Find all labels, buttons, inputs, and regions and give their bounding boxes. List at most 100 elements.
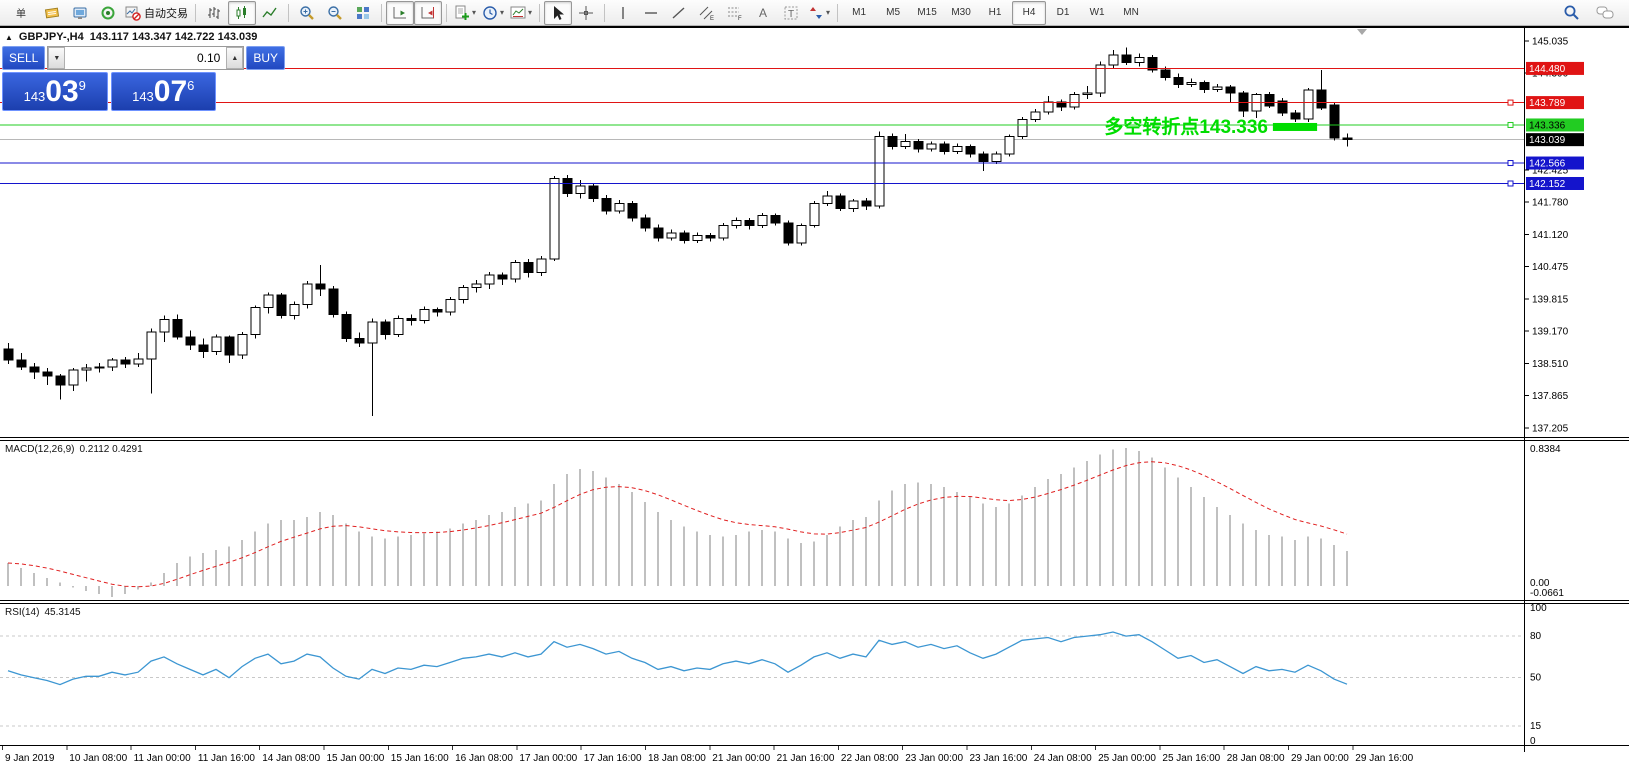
timeframe-m15-button[interactable]: M15: [910, 1, 944, 25]
volume-input[interactable]: [65, 47, 227, 69]
fibo-icon: F: [727, 5, 743, 21]
crosshair-button[interactable]: [572, 1, 600, 25]
magnifier-icon: [1563, 4, 1580, 21]
cursor-button[interactable]: [544, 0, 573, 25]
macd-label: MACD(12,26,9): [5, 444, 75, 455]
price-badge: [1526, 176, 1584, 190]
charts-list-button[interactable]: [38, 1, 66, 25]
arrows-button[interactable]: ▾: [805, 1, 833, 25]
timeframe-m5-button[interactable]: M5: [876, 1, 910, 25]
time-label: 14 Jan 08:00: [262, 753, 320, 764]
time-label: 10 Jan 08:00: [69, 753, 127, 764]
trendline-button[interactable]: [665, 1, 693, 25]
time-label: 17 Jan 00:00: [519, 753, 577, 764]
toolbar-separator: [446, 3, 447, 22]
rsi-axis-label: 15: [1530, 721, 1542, 732]
timeframe-h4-button[interactable]: H4: [1012, 0, 1047, 25]
new-order-button[interactable]: 单: [4, 1, 38, 25]
buy-price-display[interactable]: 143 07 6: [110, 72, 216, 111]
linechart-icon: [262, 5, 278, 21]
buy-button[interactable]: BUY: [246, 46, 286, 70]
textT-icon: T: [783, 5, 799, 21]
chart-bars-button[interactable]: [200, 1, 228, 25]
tiles-icon: [355, 5, 371, 21]
rsi-line: [7, 631, 1348, 686]
dropdown-caret-icon[interactable]: ▾: [528, 8, 533, 17]
line-endpoint-marker[interactable]: [1507, 160, 1514, 167]
highlight-bar-object[interactable]: [1272, 122, 1318, 131]
auto-scroll-button[interactable]: [386, 0, 414, 25]
textA-icon: A: [755, 5, 771, 21]
time-label: 11 Jan 16:00: [198, 753, 256, 764]
zoom-in-button[interactable]: [293, 1, 321, 25]
periods-button[interactable]: ▾: [479, 1, 507, 25]
timeframe-mn-button[interactable]: MN: [1114, 1, 1148, 25]
signal-icon: [100, 5, 116, 21]
timeframe-w1-button[interactable]: W1: [1080, 1, 1114, 25]
price-tick-label: 137.205: [1532, 424, 1569, 435]
vertical-line-button[interactable]: [609, 1, 637, 25]
indicators-button[interactable]: ▾: [451, 1, 479, 25]
line-endpoint-marker[interactable]: [1507, 180, 1514, 187]
chart-line-button[interactable]: [256, 1, 284, 25]
pages-icon: [44, 5, 60, 21]
time-label: 11 Jan 00:00: [134, 753, 192, 764]
window-top-border: [0, 26, 1629, 28]
price-tick-label: 139.170: [1532, 326, 1569, 337]
horizontal-line-button[interactable]: [637, 1, 665, 25]
new-order-button-label: 单: [16, 9, 26, 20]
templates-button[interactable]: ▾: [507, 1, 535, 25]
collapse-icon[interactable]: ▲: [5, 32, 13, 42]
svg-text:E: E: [710, 16, 714, 21]
market-watch-button[interactable]: [66, 1, 94, 25]
fibonacci-button[interactable]: F: [721, 1, 749, 25]
time-label: 15 Jan 16:00: [391, 753, 449, 764]
timeframe-m30-button[interactable]: M30: [944, 1, 978, 25]
price-badge: [1526, 118, 1584, 132]
dropdown-caret-icon[interactable]: ▾: [500, 8, 505, 17]
volume-decrease-button[interactable]: ▼: [48, 47, 66, 69]
turning-point-annotation[interactable]: 多空转折点143.336: [1104, 117, 1268, 138]
dropdown-caret-icon[interactable]: ▾: [472, 8, 477, 17]
text-label-button[interactable]: T: [777, 1, 805, 25]
timeframe-m1-button[interactable]: M1: [842, 1, 876, 25]
monitor-icon: [72, 5, 88, 21]
timeframe-m15-button-label: M15: [917, 7, 937, 18]
sell-button[interactable]: SELL: [2, 46, 46, 70]
search-button[interactable]: [1557, 1, 1585, 25]
channel-button[interactable]: E: [693, 1, 721, 25]
zoom-out-button[interactable]: [321, 1, 349, 25]
autoscroll-icon: [392, 5, 408, 21]
chart-candles-button[interactable]: [228, 0, 256, 25]
timeframe-m1-button-label: M1: [852, 7, 867, 18]
price-tick-label: 142.425: [1532, 166, 1569, 177]
time-label: 29 Jan 00:00: [1291, 753, 1349, 764]
svg-text:A: A: [759, 6, 767, 20]
line-endpoint-marker[interactable]: [1507, 99, 1514, 106]
tile-windows-button[interactable]: [349, 1, 377, 25]
text-button[interactable]: A: [749, 1, 777, 25]
vline-icon: [615, 5, 631, 21]
time-label: 25 Jan 16:00: [1162, 753, 1220, 764]
time-label: 28 Jan 08:00: [1227, 753, 1285, 764]
navigator-button[interactable]: [94, 1, 122, 25]
line-endpoint-marker[interactable]: [1507, 121, 1514, 128]
chart-shift-marker-icon[interactable]: [1357, 29, 1367, 35]
chart-shift-button[interactable]: [414, 0, 442, 25]
indicators-icon: [454, 5, 470, 21]
timeframe-d1-button[interactable]: D1: [1046, 1, 1080, 25]
zoomout-icon: [327, 5, 343, 21]
macd-axis-max: 0.8384: [1530, 444, 1561, 455]
chat-button[interactable]: [1591, 1, 1619, 25]
toolbar-separator: [539, 3, 541, 22]
timeframe-h1-button[interactable]: H1: [978, 1, 1012, 25]
sell-price-display[interactable]: 143 03 9: [2, 72, 108, 111]
volume-increase-button[interactable]: ▲: [226, 47, 244, 69]
dropdown-caret-icon[interactable]: ▾: [826, 8, 831, 17]
algo-trading-button[interactable]: 自动交易: [122, 1, 191, 25]
price-tick-label: 139.815: [1532, 295, 1569, 306]
rsi-value: 45.3145: [44, 607, 81, 618]
price-badge: [1526, 61, 1584, 75]
symbol-ohlc: 143.117 143.347 142.722 143.039: [89, 31, 258, 43]
